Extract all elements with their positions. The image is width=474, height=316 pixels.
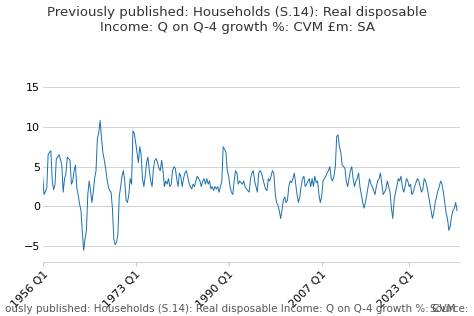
Text: ously published: Households (S.14): Real disposable Income: Q on Q-4 growth %: C: ously published: Households (S.14): Real… [5, 304, 455, 314]
Text: Source:: Source: [430, 304, 469, 314]
Text: Previously published: Households (S.14): Real disposable
Income: Q on Q-4 growth: Previously published: Households (S.14):… [47, 6, 427, 34]
